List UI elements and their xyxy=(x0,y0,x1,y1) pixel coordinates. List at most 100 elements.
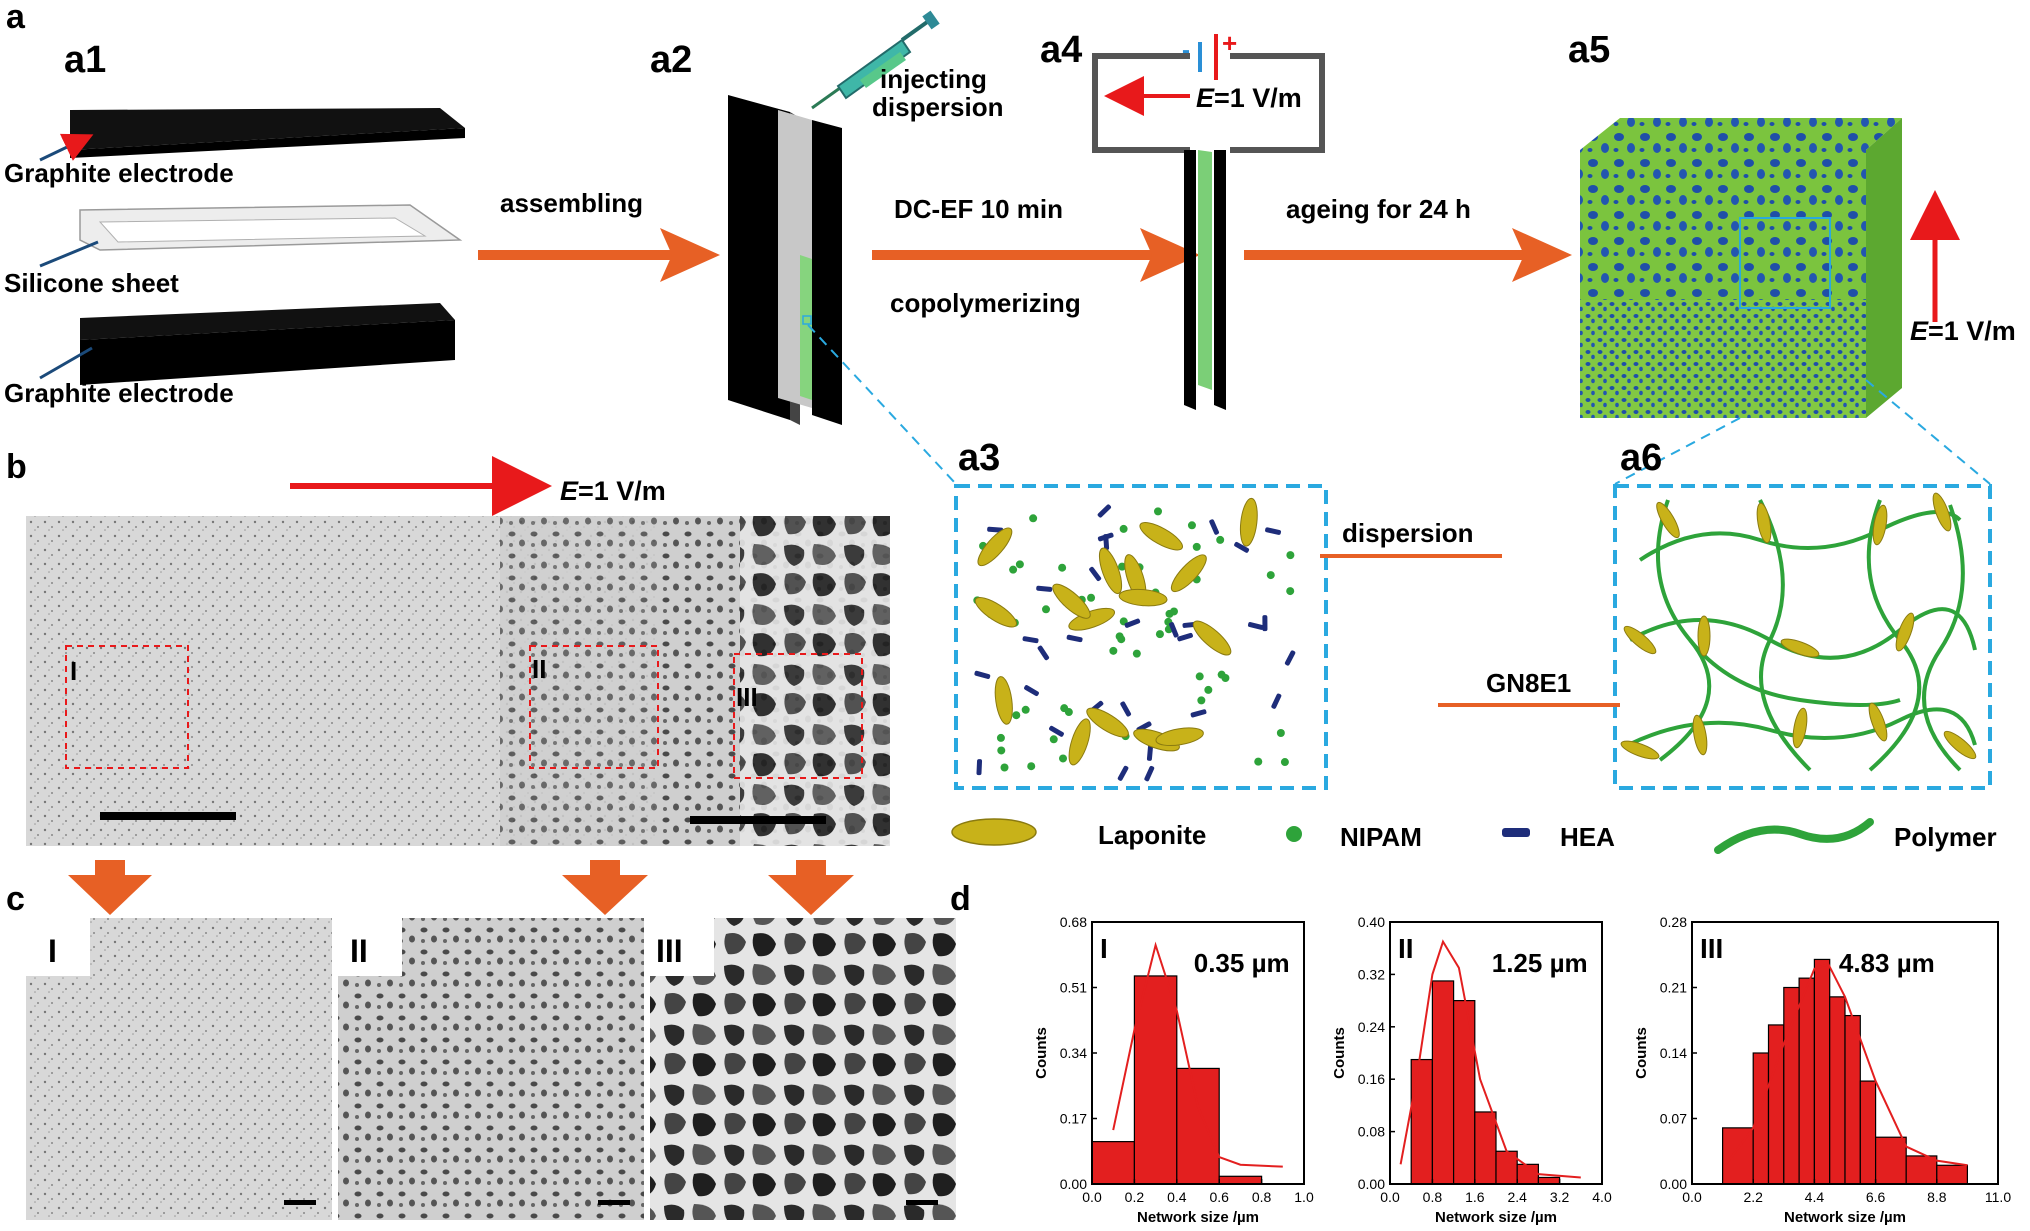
nipam-particle xyxy=(1060,704,1069,713)
x-axis-title: Network size /µm xyxy=(1137,1209,1259,1226)
histogram-bar xyxy=(1859,1080,1877,1185)
histogram-bar xyxy=(1176,1067,1220,1185)
a5-to-a6-zoom-line-right xyxy=(1865,379,1991,485)
y-tick-label: 0.16 xyxy=(1358,1071,1385,1087)
pointer-top-electrode xyxy=(39,133,94,162)
nipam-particle xyxy=(1132,649,1141,658)
y-axis-title: Counts xyxy=(1033,1027,1050,1079)
hea-particle xyxy=(976,759,983,776)
a1-label: a1 xyxy=(64,39,106,81)
hea-particle xyxy=(1022,636,1039,644)
hea-particle xyxy=(1284,650,1296,666)
a3-particles xyxy=(973,497,1296,782)
hea-particle xyxy=(974,670,991,680)
histogram-bar xyxy=(1829,996,1846,1185)
nipam-particle xyxy=(1280,758,1289,767)
a4-field-label: E=1 V/m xyxy=(1196,83,1302,113)
bottom-electrode-body xyxy=(80,320,455,385)
pointer-silicone xyxy=(39,240,99,268)
nipam-particle xyxy=(1187,521,1196,530)
region-label-III: III xyxy=(736,682,758,712)
fit-curve xyxy=(1399,939,1581,1179)
pointer-bottom-electrode xyxy=(39,346,93,380)
histogram-bar xyxy=(1452,999,1476,1185)
nipam-particle xyxy=(1115,632,1124,641)
nipam-particle xyxy=(1059,754,1068,763)
nipam-particle xyxy=(1012,711,1021,720)
x-tick-label: 1.6 xyxy=(1465,1189,1485,1205)
panel-c-label-III: III xyxy=(656,933,683,969)
y-axis-title: Counts xyxy=(1331,1027,1348,1079)
nipam-particle xyxy=(1217,670,1226,679)
x-tick-label: 0.0 xyxy=(1082,1189,1102,1205)
x-tick-label: 0.8 xyxy=(1252,1189,1272,1205)
syringe-icon xyxy=(811,10,940,110)
x-tick-label: 4.4 xyxy=(1805,1189,1825,1205)
y-tick-label: 0.14 xyxy=(1660,1045,1687,1061)
laponite-crosslink xyxy=(1620,740,1660,760)
region-box-II xyxy=(529,645,659,769)
syringe-label-2: dispersion xyxy=(872,92,1003,122)
y-tick-label: 0.07 xyxy=(1660,1111,1687,1127)
hea-particle xyxy=(1169,622,1179,638)
nipam-particle xyxy=(1169,607,1178,616)
a2-to-a3-zoom-line xyxy=(807,324,957,485)
legend-nipam: NIPAM xyxy=(1340,822,1422,852)
battery-plus-sign: + xyxy=(1222,28,1237,58)
laponite-crosslink xyxy=(1780,638,1820,658)
nipam-particle xyxy=(1155,630,1164,639)
x-axis-title: Network size /µm xyxy=(1784,1209,1906,1226)
y-tick-label: 0.28 xyxy=(1660,914,1687,930)
a5-gel-block xyxy=(1580,118,1902,418)
nipam-particle xyxy=(1254,757,1263,766)
panel-b-field-label: E=1 V/m xyxy=(560,476,666,506)
a6-label: a6 xyxy=(1620,437,1662,479)
laponite-particle xyxy=(1239,497,1258,547)
nipam-particle xyxy=(1197,696,1206,705)
arrow-label-assembling: assembling xyxy=(500,188,643,218)
histogram-bar xyxy=(1091,1141,1136,1185)
laponite-crosslink xyxy=(1943,730,1977,760)
a1-electrode-stack xyxy=(70,108,465,385)
a5-zoom-box xyxy=(1739,217,1831,309)
legend-polymer: Polymer xyxy=(1894,822,1997,852)
x-tick-label: 4.0 xyxy=(1592,1189,1612,1205)
x-tick-label: 2.2 xyxy=(1743,1189,1763,1205)
x-tick-label: 0.0 xyxy=(1380,1189,1400,1205)
a4-label: a4 xyxy=(1040,29,1082,71)
histogram-bar xyxy=(1474,1111,1497,1185)
legend-nipam-icon xyxy=(1286,826,1302,842)
y-tick-label: 0.40 xyxy=(1358,914,1385,930)
histogram-bar xyxy=(1721,1127,1754,1185)
y-tick-label: 0.17 xyxy=(1060,1111,1087,1127)
panel-c-image-II: II xyxy=(338,918,644,1220)
panel-b-label: b xyxy=(6,448,27,486)
nipam-particle xyxy=(1216,535,1225,544)
laponite-crosslink xyxy=(1895,612,1915,652)
nipam-particle xyxy=(1015,560,1024,569)
laponite-crosslink xyxy=(1623,625,1657,655)
y-tick-label: 0.08 xyxy=(1358,1124,1385,1140)
legend-hea-icon xyxy=(1502,828,1530,837)
histogram-bar xyxy=(1133,975,1178,1185)
x-tick-label: 0.4 xyxy=(1167,1189,1187,1205)
battery-minus-sign: - xyxy=(1182,37,1190,64)
region-label-II: II xyxy=(532,654,546,684)
nipam-particle xyxy=(1087,593,1096,602)
nipam-particle xyxy=(1049,735,1058,744)
region-label-I: I xyxy=(70,656,77,686)
laponite-crosslink xyxy=(1692,714,1708,756)
nipam-particle xyxy=(1286,551,1295,560)
histogram-I: 0.0 0.2 0.4 0.6 0.8 1.0 0.00 0.17 0.34 0.51 0.68 Ne… xyxy=(1033,914,1314,1226)
arrow-label-ageing: ageing for 24 h xyxy=(1286,194,1471,224)
hea-particle xyxy=(1066,634,1083,643)
nipam-particle xyxy=(1009,565,1018,574)
histogram-bar xyxy=(1431,980,1455,1185)
a2-assembled-cell xyxy=(728,95,842,425)
mean-size-annotation: 0.35 µm xyxy=(1194,948,1290,978)
laponite-particle xyxy=(974,597,1017,628)
y-tick-label: 0.32 xyxy=(1358,966,1385,982)
mean-size-annotation: 4.83 µm xyxy=(1839,948,1935,978)
laponite-particle xyxy=(1068,718,1091,766)
